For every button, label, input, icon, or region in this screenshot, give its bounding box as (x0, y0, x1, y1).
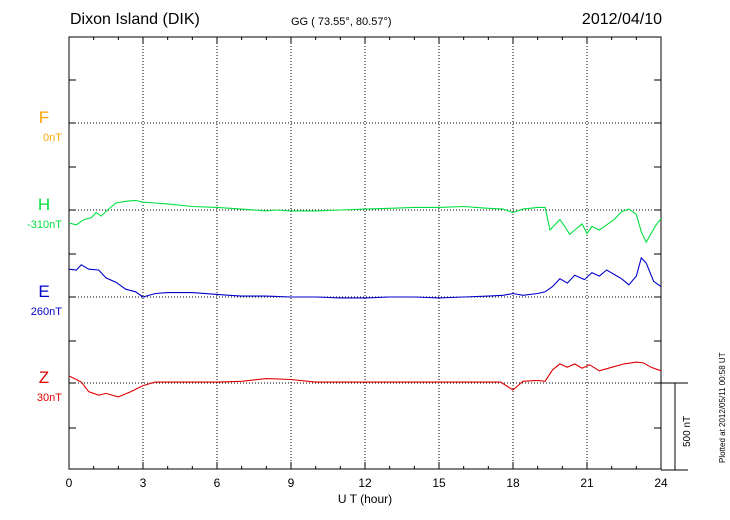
station-title: Dixon Island (DIK) (70, 11, 200, 28)
x-tick-label: 6 (214, 476, 221, 490)
geo-coords: GG ( 73.55°, 80.57°) (291, 16, 392, 28)
channel-e-baseline: 260nT (30, 306, 62, 318)
channel-f-baseline: 0nT (43, 132, 62, 144)
series-line-e (68, 256, 662, 299)
x-tick-label: 9 (288, 476, 295, 490)
channel-h-label: H (37, 195, 51, 214)
channel-e-label: E (38, 282, 50, 301)
channel-f-label: F (38, 108, 50, 127)
channel-z-label: Z (38, 368, 50, 387)
x-tick-label: 15 (432, 476, 446, 490)
x-tick-label: 3 (140, 476, 147, 490)
x-tick-label: 21 (580, 476, 594, 490)
channel-h-baseline: -310nT (27, 219, 62, 231)
series-line-h (68, 199, 662, 244)
x-tick-label: 0 (66, 476, 73, 490)
x-tick-label: 24 (654, 476, 668, 490)
scale-bar-label: 500 nT (682, 415, 693, 447)
plot-date: 2012/04/10 (581, 11, 662, 28)
plotted-timestamp: Plotted at 2012/05/11 00:58 UT (718, 352, 727, 463)
x-tick-label: 12 (358, 476, 372, 490)
x-tick-label: 18 (506, 476, 520, 490)
series-line-z (68, 361, 662, 398)
x-axis-title: U T (hour) (338, 492, 392, 506)
channel-z-baseline: 30nT (36, 392, 62, 404)
